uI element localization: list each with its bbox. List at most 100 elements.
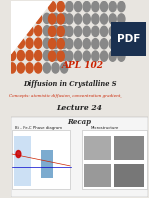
Circle shape [100,1,108,12]
Circle shape [83,1,90,12]
Circle shape [61,13,68,24]
Text: Concepts: atomistic diffusion, concentration gradient,: Concepts: atomistic diffusion, concentra… [10,94,122,98]
Text: Diffusion in Crystalline S: Diffusion in Crystalline S [23,80,117,88]
Circle shape [66,51,73,61]
Circle shape [35,26,42,36]
Circle shape [9,13,16,24]
Circle shape [74,1,82,12]
Circle shape [74,26,82,36]
Circle shape [118,14,125,24]
Circle shape [66,39,73,49]
Circle shape [52,50,59,61]
Bar [114,164,144,188]
Circle shape [83,26,90,36]
Bar [84,164,111,188]
Polygon shape [11,1,52,54]
Circle shape [61,26,68,36]
Circle shape [74,51,82,61]
Bar [82,130,147,189]
Circle shape [109,14,116,24]
Circle shape [74,39,82,49]
Circle shape [9,63,16,73]
Circle shape [92,14,99,24]
Circle shape [66,1,73,12]
Circle shape [100,26,108,36]
Circle shape [9,50,16,61]
Circle shape [26,13,33,24]
Bar [84,136,111,160]
Text: PDF: PDF [117,34,140,44]
Circle shape [9,38,16,48]
Circle shape [92,26,99,36]
Circle shape [17,13,24,24]
Circle shape [92,51,99,61]
Circle shape [109,1,116,12]
Circle shape [61,50,68,61]
Circle shape [35,38,42,48]
Circle shape [35,13,42,24]
Circle shape [109,26,116,36]
Circle shape [118,51,125,61]
Text: Microstructure: Microstructure [90,126,118,129]
Circle shape [57,39,64,49]
Circle shape [52,63,59,73]
Circle shape [26,63,33,73]
Circle shape [83,14,90,24]
Circle shape [48,51,56,61]
Circle shape [52,13,59,24]
Bar [12,130,70,189]
FancyBboxPatch shape [111,22,146,56]
Circle shape [118,39,125,49]
Circle shape [17,38,24,48]
Bar [114,136,144,160]
Circle shape [43,26,50,36]
Circle shape [35,50,42,61]
Circle shape [43,63,50,73]
Circle shape [74,14,82,24]
Circle shape [52,26,59,36]
Circle shape [35,63,42,73]
Circle shape [61,38,68,48]
Circle shape [9,26,16,36]
Circle shape [109,39,116,49]
Circle shape [43,50,50,61]
Circle shape [100,51,108,61]
Circle shape [100,39,108,49]
Circle shape [16,150,21,158]
Circle shape [66,26,73,36]
Circle shape [48,26,56,36]
Circle shape [92,39,99,49]
Circle shape [17,26,24,36]
Bar [41,150,53,178]
Circle shape [109,51,116,61]
Circle shape [26,38,33,48]
Circle shape [61,63,68,73]
Circle shape [83,39,90,49]
Circle shape [26,50,33,61]
Circle shape [57,51,64,61]
Circle shape [52,38,59,48]
Text: Recap: Recap [67,118,92,126]
Bar [14,136,31,186]
Circle shape [48,1,56,12]
Circle shape [43,38,50,48]
Bar [11,117,148,197]
Circle shape [48,39,56,49]
Circle shape [100,14,108,24]
Circle shape [17,50,24,61]
Circle shape [57,26,64,36]
Circle shape [48,14,56,24]
Circle shape [26,26,33,36]
Circle shape [92,1,99,12]
Circle shape [57,1,64,12]
Circle shape [17,63,24,73]
Circle shape [43,13,50,24]
Text: Bi – Fe,C Phase diagram: Bi – Fe,C Phase diagram [15,126,62,129]
Circle shape [66,14,73,24]
Circle shape [57,14,64,24]
Circle shape [118,26,125,36]
Text: APL 102: APL 102 [61,61,103,70]
Circle shape [118,1,125,12]
Circle shape [83,51,90,61]
Text: Lecture 24: Lecture 24 [57,104,103,112]
